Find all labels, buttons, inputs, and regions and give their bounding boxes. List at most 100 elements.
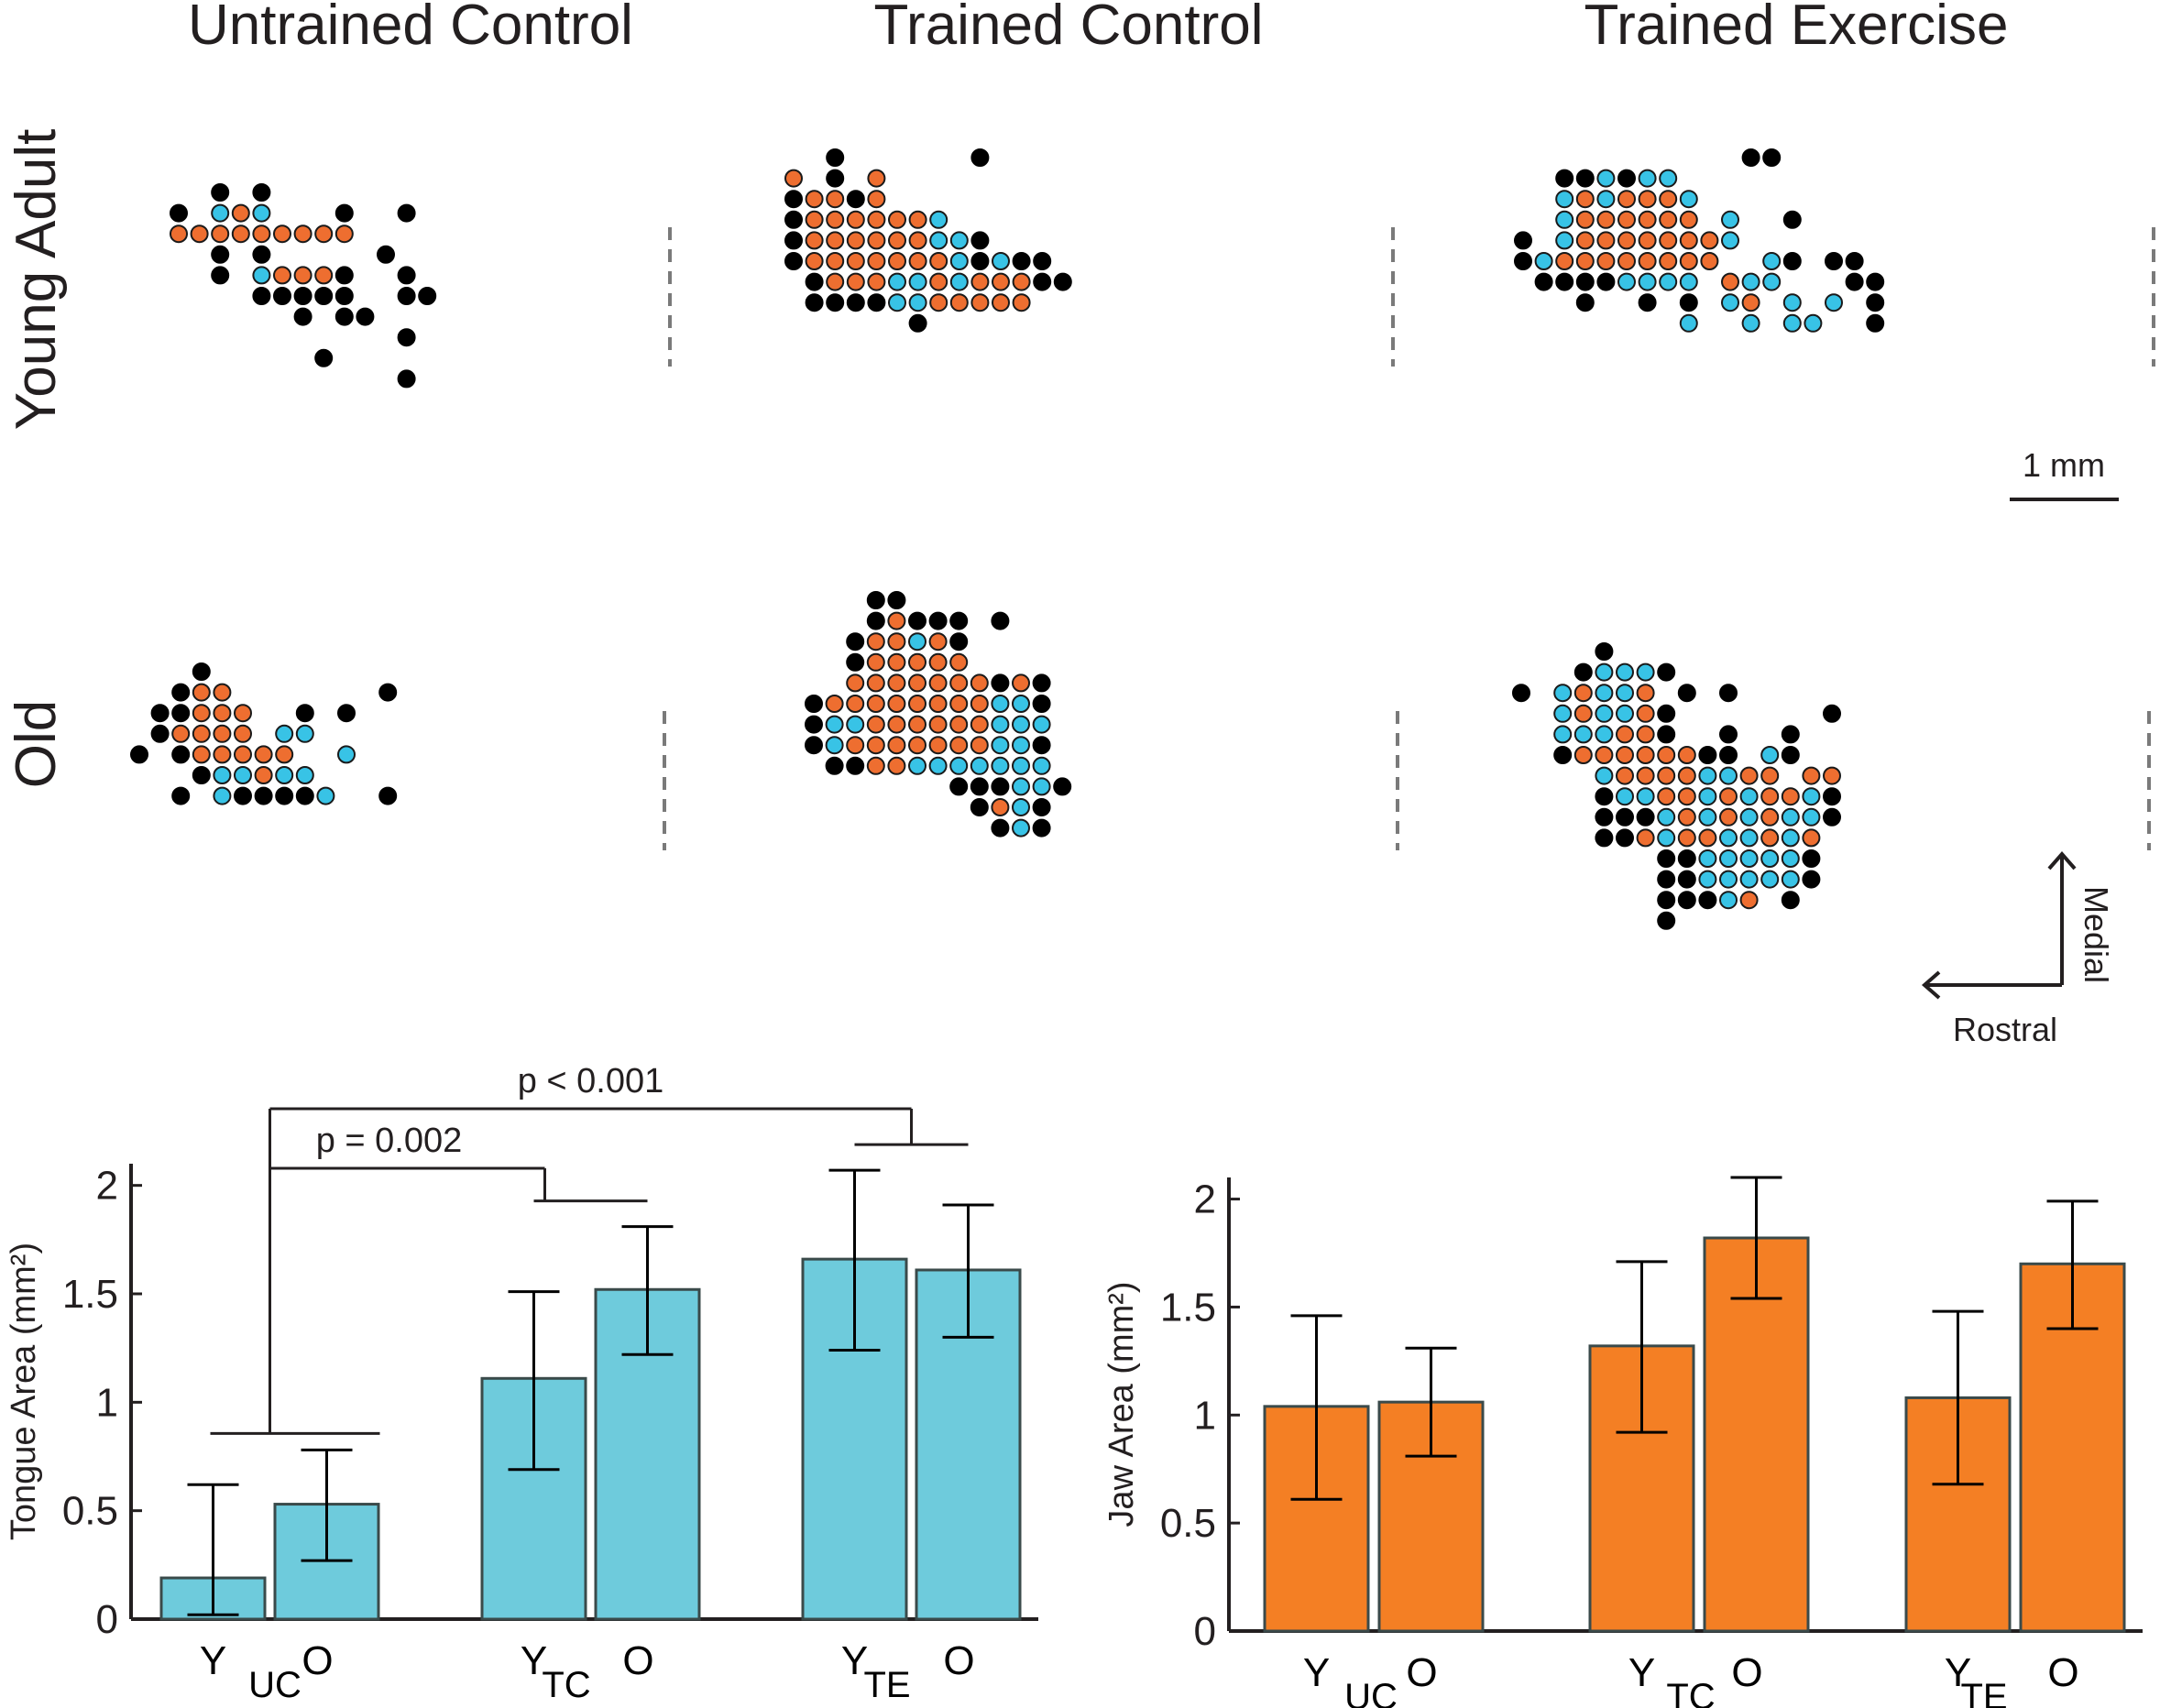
map-site-tongue	[991, 715, 1010, 734]
map-site-jaw	[231, 203, 250, 223]
map-site-jaw	[1575, 231, 1595, 250]
map-site-none	[211, 183, 230, 202]
map-site-jaw	[1677, 746, 1696, 764]
map-old-untrained-control	[130, 662, 398, 805]
column-title-trained-exercise: Trained Exercise	[1584, 0, 2009, 57]
map-site-tongue	[1762, 272, 1782, 291]
map-site-none	[1616, 828, 1634, 848]
map-site-tongue	[1555, 231, 1574, 250]
map-site-none	[1823, 704, 1841, 723]
map-site-jaw	[887, 736, 906, 755]
map-site-none	[252, 287, 271, 305]
map-site-none	[314, 287, 334, 305]
map-site-tongue	[1739, 807, 1759, 827]
p-value-label: p < 0.001	[518, 1062, 664, 1100]
map-site-jaw	[1677, 787, 1696, 806]
map-site-tongue	[1679, 190, 1698, 209]
map-site-jaw	[1616, 766, 1634, 785]
map-site-none	[1781, 746, 1800, 764]
map-site-none	[1573, 662, 1593, 682]
map-site-tongue	[970, 756, 989, 775]
map-site-none	[1698, 891, 1717, 910]
map-site-jaw	[170, 224, 188, 244]
map-site-jaw	[887, 695, 906, 713]
map-site-tongue	[1012, 736, 1030, 755]
map-site-tongue	[1781, 870, 1800, 889]
map-site-none	[275, 786, 294, 805]
map-site-jaw	[1638, 210, 1657, 229]
scale-bar: 1 mm	[2010, 446, 2119, 501]
map-site-tongue	[825, 736, 844, 755]
map-site-tongue	[1721, 293, 1739, 312]
map-site-tongue	[928, 756, 948, 775]
map-site-tongue	[1719, 849, 1738, 868]
map-site-none	[397, 369, 416, 389]
map-site-jaw	[888, 231, 906, 250]
map-site-none	[1762, 148, 1782, 167]
map-site-jaw	[1739, 766, 1759, 785]
map-site-tongue	[929, 231, 948, 250]
map-site-tongue	[888, 272, 906, 291]
map-site-tongue	[1617, 272, 1636, 291]
map-site-jaw	[949, 695, 969, 713]
map-site-jaw	[1659, 231, 1678, 250]
bar-tc-o	[1703, 1236, 1810, 1633]
map-site-jaw	[314, 224, 334, 244]
map-site-jaw	[1573, 704, 1593, 723]
map-site-jaw	[867, 190, 886, 209]
map-site-jaw	[1616, 746, 1634, 764]
map-site-none	[397, 203, 416, 223]
map-site-none	[1514, 252, 1532, 270]
map-site-none	[1032, 798, 1051, 816]
map-site-jaw	[1596, 252, 1616, 270]
rostral-arrowhead-icon	[1921, 970, 1941, 1000]
map-site-none	[1825, 252, 1843, 270]
map-site-tongue	[275, 766, 294, 784]
map-site-jaw	[887, 756, 906, 775]
y-tick-label: 1.5	[1160, 1285, 1216, 1330]
map-site-tongue	[1760, 870, 1780, 889]
map-site-tongue	[1739, 849, 1759, 868]
map-site-none	[295, 704, 314, 723]
map-site-jaw	[1739, 891, 1759, 910]
x-category-label: O	[1406, 1650, 1437, 1695]
map-site-tongue	[1721, 210, 1739, 229]
map-site-jaw	[171, 724, 191, 743]
map-site-none	[1553, 746, 1573, 764]
map-site-jaw	[1802, 766, 1821, 785]
map-site-none	[1514, 231, 1532, 250]
map-site-jaw	[1617, 252, 1636, 270]
map-site-jaw	[234, 704, 252, 723]
map-site-none	[1845, 272, 1864, 291]
map-site-none	[1595, 807, 1614, 827]
map-site-jaw	[1636, 766, 1655, 785]
map-site-none	[1032, 818, 1051, 838]
map-site-none	[928, 611, 948, 630]
map-site-none	[1781, 725, 1800, 744]
map-site-none	[805, 272, 824, 291]
map-site-jaw	[1677, 807, 1696, 827]
map-site-tongue	[1012, 756, 1030, 775]
map-site-tongue	[1719, 766, 1738, 785]
map-site-jaw	[846, 252, 865, 270]
map-site-none	[150, 704, 170, 723]
map-site-jaw	[867, 169, 886, 188]
map-site-jaw	[908, 210, 927, 229]
map-site-none	[784, 210, 803, 229]
map-site-tongue	[337, 745, 356, 764]
map-site-none	[805, 736, 823, 755]
y-tick-label: 0.5	[62, 1489, 118, 1534]
y-axis-title: Jaw Area (mm²)	[1102, 1281, 1141, 1527]
map-site-none	[293, 307, 312, 326]
map-site-tongue	[1781, 807, 1800, 827]
map-site-jaw	[970, 715, 989, 734]
map-site-none	[846, 652, 865, 672]
map-site-none	[1636, 807, 1655, 827]
map-site-none	[991, 818, 1010, 838]
map-site-tongue	[1659, 169, 1678, 188]
map-site-jaw	[805, 210, 824, 229]
map-site-jaw	[1575, 252, 1595, 270]
map-site-jaw	[1659, 252, 1678, 270]
map-site-none	[1741, 148, 1760, 167]
map-site-jaw	[1677, 828, 1696, 848]
